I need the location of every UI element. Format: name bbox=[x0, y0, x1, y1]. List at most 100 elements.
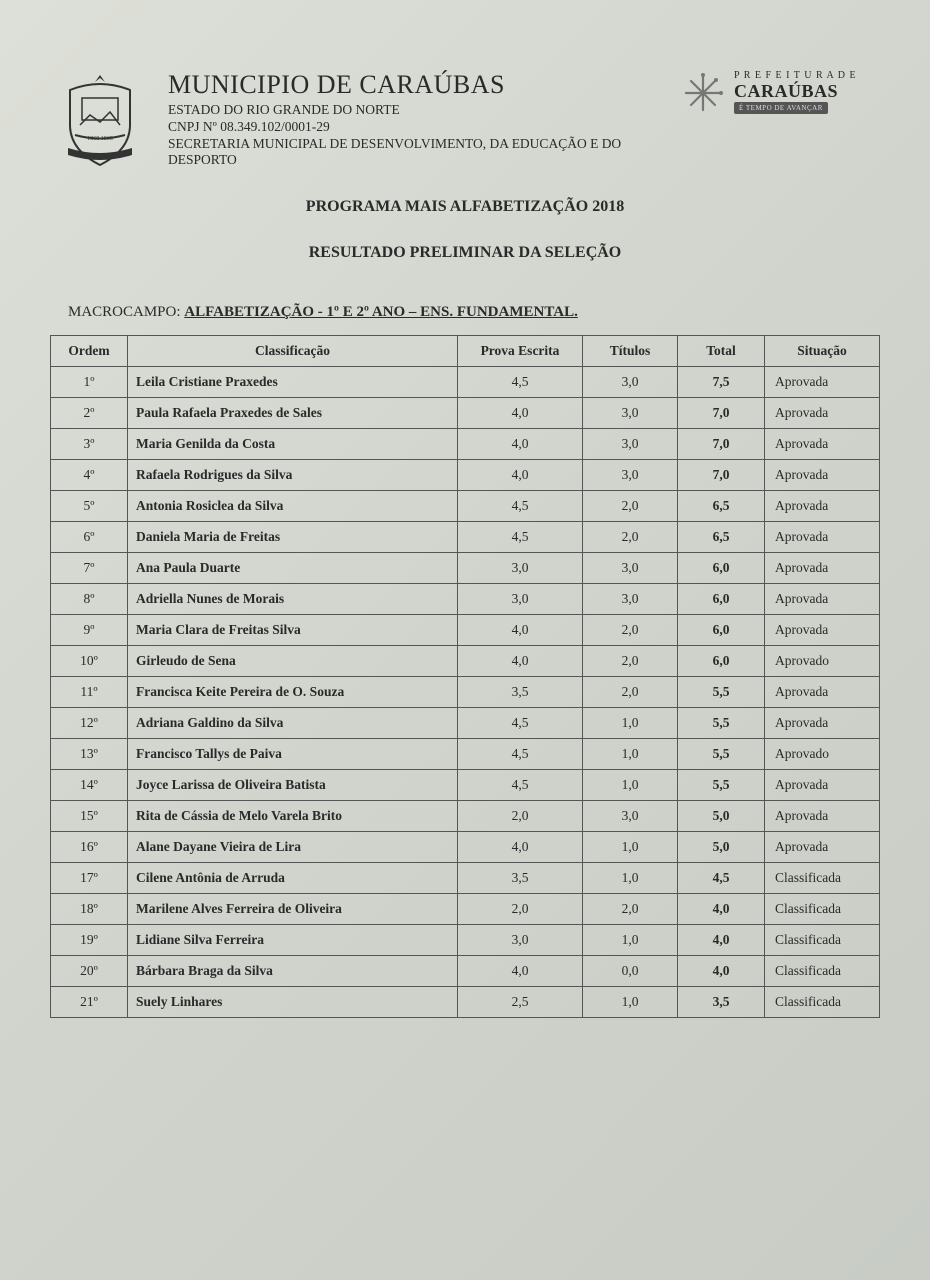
table-row: 19ºLidiane Silva Ferreira3,01,04,0Classi… bbox=[51, 925, 880, 956]
table-row: 4ºRafaela Rodrigues da Silva4,03,07,0Apr… bbox=[51, 460, 880, 491]
col-sit: Situação bbox=[765, 336, 880, 367]
cell-prova: 3,0 bbox=[458, 553, 583, 584]
cell-ordem: 2º bbox=[51, 398, 128, 429]
cell-nome: Leila Cristiane Praxedes bbox=[128, 367, 458, 398]
cell-prova: 3,5 bbox=[458, 863, 583, 894]
cell-prova: 4,5 bbox=[458, 367, 583, 398]
cell-situacao: Aprovada bbox=[765, 615, 880, 646]
cell-titulos: 2,0 bbox=[583, 677, 678, 708]
cell-prova: 4,0 bbox=[458, 646, 583, 677]
cell-ordem: 20º bbox=[51, 956, 128, 987]
svg-text:1868 1968: 1868 1968 bbox=[87, 136, 113, 142]
macrocampo-line: MACROCAMPO: ALFABETIZAÇÃO - 1º E 2º ANO … bbox=[68, 304, 880, 321]
cell-ordem: 18º bbox=[51, 894, 128, 925]
cell-nome: Maria Clara de Freitas Silva bbox=[128, 615, 458, 646]
prefeitura-logo: P R E F E I T U R A D E CARAÚBAS É TEMPO… bbox=[680, 70, 880, 116]
cell-prova: 3,0 bbox=[458, 925, 583, 956]
table-row: 8ºAdriella Nunes de Morais3,03,06,0Aprov… bbox=[51, 584, 880, 615]
cell-total: 4,0 bbox=[678, 956, 765, 987]
cell-situacao: Aprovado bbox=[765, 739, 880, 770]
table-row: 15ºRita de Cássia de Melo Varela Brito2,… bbox=[51, 801, 880, 832]
cell-total: 5,5 bbox=[678, 770, 765, 801]
cell-prova: 4,5 bbox=[458, 491, 583, 522]
table-row: 3ºMaria Genilda da Costa4,03,07,0Aprovad… bbox=[51, 429, 880, 460]
cell-titulos: 2,0 bbox=[583, 615, 678, 646]
cell-ordem: 10º bbox=[51, 646, 128, 677]
cell-prova: 4,0 bbox=[458, 956, 583, 987]
cell-titulos: 3,0 bbox=[583, 367, 678, 398]
cell-nome: Francisco Tallys de Paiva bbox=[128, 739, 458, 770]
cell-titulos: 1,0 bbox=[583, 770, 678, 801]
cell-prova: 4,0 bbox=[458, 429, 583, 460]
municipal-crest-icon: 1868 1968 bbox=[50, 70, 150, 170]
cell-prova: 2,5 bbox=[458, 987, 583, 1018]
macro-value: ALFABETIZAÇÃO - 1º E 2º ANO – ENS. FUNDA… bbox=[184, 304, 578, 320]
cell-situacao: Aprovada bbox=[765, 522, 880, 553]
cell-situacao: Aprovada bbox=[765, 801, 880, 832]
table-row: 5ºAntonia Rosiclea da Silva4,52,06,5Apro… bbox=[51, 491, 880, 522]
cell-titulos: 2,0 bbox=[583, 894, 678, 925]
cell-nome: Adriella Nunes de Morais bbox=[128, 584, 458, 615]
logo-small-text: P R E F E I T U R A D E bbox=[734, 70, 857, 81]
cell-situacao: Classificada bbox=[765, 863, 880, 894]
cell-nome: Alane Dayane Vieira de Lira bbox=[128, 832, 458, 863]
cell-ordem: 6º bbox=[51, 522, 128, 553]
cell-prova: 2,0 bbox=[458, 894, 583, 925]
table-row: 12ºAdriana Galdino da Silva4,51,05,5Apro… bbox=[51, 708, 880, 739]
cell-ordem: 17º bbox=[51, 863, 128, 894]
col-titulos: Títulos bbox=[583, 336, 678, 367]
col-ordem: Ordem bbox=[51, 336, 128, 367]
table-body: 1ºLeila Cristiane Praxedes4,53,07,5Aprov… bbox=[51, 367, 880, 1018]
cell-total: 5,5 bbox=[678, 677, 765, 708]
table-row: 13ºFrancisco Tallys de Paiva4,51,05,5Apr… bbox=[51, 739, 880, 770]
cell-situacao: Aprovada bbox=[765, 367, 880, 398]
document-page: 1868 1968 MUNICIPIO DE CARAÚBAS ESTADO D… bbox=[0, 0, 930, 1280]
cell-ordem: 12º bbox=[51, 708, 128, 739]
results-table: Ordem Classificação Prova Escrita Título… bbox=[50, 335, 880, 1018]
cell-situacao: Aprovada bbox=[765, 708, 880, 739]
cell-situacao: Aprovada bbox=[765, 677, 880, 708]
table-row: 9ºMaria Clara de Freitas Silva4,02,06,0A… bbox=[51, 615, 880, 646]
table-row: 2ºPaula Rafaela Praxedes de Sales4,03,07… bbox=[51, 398, 880, 429]
cell-titulos: 2,0 bbox=[583, 491, 678, 522]
col-classif: Classificação bbox=[128, 336, 458, 367]
cell-titulos: 2,0 bbox=[583, 522, 678, 553]
program-title: PROGRAMA MAIS ALFABETIZAÇÃO 2018 bbox=[50, 198, 880, 216]
cell-ordem: 3º bbox=[51, 429, 128, 460]
cell-titulos: 3,0 bbox=[583, 429, 678, 460]
cell-situacao: Aprovada bbox=[765, 491, 880, 522]
cell-ordem: 5º bbox=[51, 491, 128, 522]
cell-situacao: Aprovada bbox=[765, 770, 880, 801]
col-prova: Prova Escrita bbox=[458, 336, 583, 367]
logo-brand: CARAÚBAS bbox=[734, 81, 857, 102]
cell-total: 6,5 bbox=[678, 522, 765, 553]
table-row: 17ºCilene Antônia de Arruda3,51,04,5Clas… bbox=[51, 863, 880, 894]
cell-nome: Maria Genilda da Costa bbox=[128, 429, 458, 460]
cell-total: 6,0 bbox=[678, 584, 765, 615]
cell-nome: Antonia Rosiclea da Silva bbox=[128, 491, 458, 522]
cell-total: 6,0 bbox=[678, 646, 765, 677]
cell-total: 5,0 bbox=[678, 801, 765, 832]
cell-ordem: 8º bbox=[51, 584, 128, 615]
cell-ordem: 13º bbox=[51, 739, 128, 770]
cell-nome: Joyce Larissa de Oliveira Batista bbox=[128, 770, 458, 801]
cell-nome: Adriana Galdino da Silva bbox=[128, 708, 458, 739]
cell-situacao: Aprovada bbox=[765, 398, 880, 429]
cell-prova: 4,5 bbox=[458, 708, 583, 739]
cell-situacao: Classificada bbox=[765, 925, 880, 956]
table-row: 1ºLeila Cristiane Praxedes4,53,07,5Aprov… bbox=[51, 367, 880, 398]
cell-titulos: 3,0 bbox=[583, 553, 678, 584]
cell-nome: Lidiane Silva Ferreira bbox=[128, 925, 458, 956]
cell-titulos: 3,0 bbox=[583, 460, 678, 491]
cell-prova: 4,0 bbox=[458, 615, 583, 646]
cell-nome: Bárbara Braga da Silva bbox=[128, 956, 458, 987]
cell-situacao: Aprovada bbox=[765, 832, 880, 863]
cell-total: 4,0 bbox=[678, 925, 765, 956]
cell-titulos: 1,0 bbox=[583, 987, 678, 1018]
table-header-row: Ordem Classificação Prova Escrita Título… bbox=[51, 336, 880, 367]
cell-titulos: 3,0 bbox=[583, 584, 678, 615]
cell-situacao: Classificada bbox=[765, 894, 880, 925]
cell-titulos: 0,0 bbox=[583, 956, 678, 987]
cell-nome: Ana Paula Duarte bbox=[128, 553, 458, 584]
table-row: 6ºDaniela Maria de Freitas4,52,06,5Aprov… bbox=[51, 522, 880, 553]
